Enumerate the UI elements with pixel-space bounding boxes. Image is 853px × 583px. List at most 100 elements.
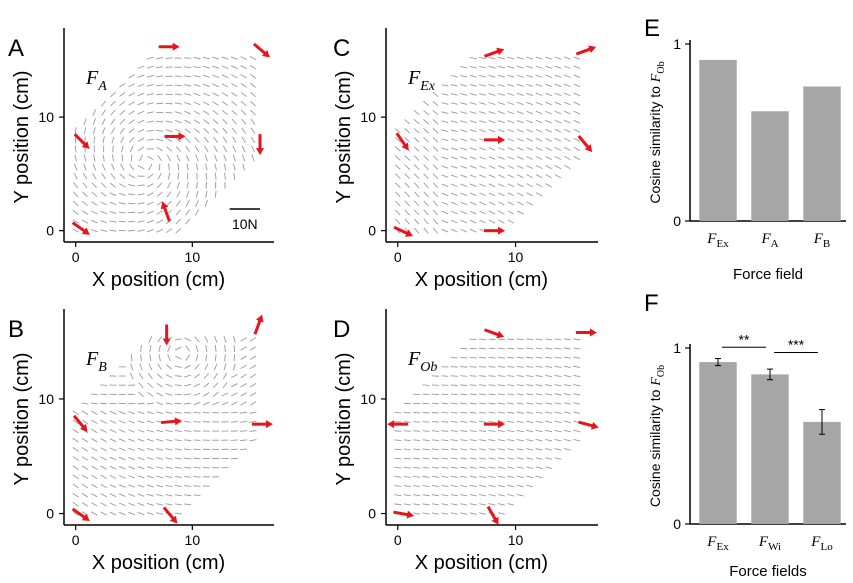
gray-arrow bbox=[165, 228, 173, 234]
gray-arrow bbox=[214, 344, 217, 353]
gray-arrow bbox=[156, 138, 164, 142]
gray-arrow bbox=[250, 127, 256, 134]
gray-arrow bbox=[156, 66, 164, 69]
red-arrow bbox=[162, 506, 178, 524]
gray-arrow bbox=[554, 429, 562, 433]
x-tick-label-main: F bbox=[758, 534, 769, 550]
gray-arrow bbox=[497, 402, 505, 405]
gray-arrow bbox=[488, 347, 496, 350]
gray-arrow bbox=[479, 402, 487, 405]
gray-arrow bbox=[526, 183, 534, 188]
gray-arrow bbox=[535, 475, 543, 479]
gray-arrow bbox=[497, 338, 505, 341]
gray-arrow bbox=[193, 448, 201, 451]
gray-arrow bbox=[545, 92, 552, 97]
gray-arrow bbox=[450, 156, 458, 160]
gray-arrow bbox=[460, 439, 468, 442]
gray-arrow bbox=[186, 190, 190, 198]
y-axis-title: Y position (cm) bbox=[333, 352, 355, 485]
x-tick-label-sub: B bbox=[823, 238, 830, 250]
gray-arrow bbox=[212, 83, 220, 88]
gray-arrow bbox=[507, 457, 515, 460]
gray-arrow bbox=[479, 84, 487, 87]
gray-arrow bbox=[469, 165, 477, 169]
red-arrow-head bbox=[162, 338, 171, 346]
gray-arrow bbox=[516, 210, 524, 215]
gray-arrow bbox=[193, 421, 201, 423]
gray-arrow bbox=[138, 382, 144, 389]
gray-arrow bbox=[497, 411, 505, 414]
gray-arrow bbox=[128, 466, 136, 470]
gray-arrow bbox=[110, 91, 116, 98]
gray-arrow bbox=[423, 155, 429, 161]
red-arrow bbox=[252, 420, 273, 429]
gray-arrow bbox=[146, 438, 154, 442]
gray-arrow bbox=[184, 402, 192, 405]
gray-arrow bbox=[249, 355, 257, 360]
gray-arrow bbox=[554, 393, 562, 396]
gray-arrow bbox=[147, 183, 154, 188]
gray-arrow bbox=[469, 228, 477, 233]
gray-arrow bbox=[432, 137, 439, 143]
red-arrow bbox=[162, 324, 171, 346]
gray-arrow bbox=[431, 411, 439, 414]
gray-arrow bbox=[81, 447, 89, 452]
gray-arrow bbox=[251, 145, 255, 153]
gray-arrow bbox=[214, 172, 217, 180]
red-arrow-head bbox=[588, 45, 597, 54]
gray-arrow bbox=[137, 493, 145, 497]
x-axis-title: X position (cm) bbox=[415, 269, 548, 291]
gray-arrow bbox=[488, 65, 496, 69]
red-arrow-head bbox=[498, 226, 505, 235]
gray-arrow bbox=[241, 127, 247, 134]
gray-arrow bbox=[72, 474, 79, 480]
gray-arrow bbox=[460, 475, 468, 478]
gray-arrow bbox=[526, 65, 534, 69]
gray-arrow bbox=[413, 457, 421, 460]
gray-arrow bbox=[460, 102, 468, 105]
gray-arrow bbox=[497, 375, 505, 377]
gray-arrow bbox=[128, 447, 136, 452]
gray-arrow bbox=[497, 366, 505, 368]
gray-arrow bbox=[72, 437, 79, 443]
gray-arrow bbox=[128, 74, 136, 79]
gray-arrow bbox=[231, 374, 238, 379]
gray-arrow bbox=[109, 410, 117, 415]
gray-arrow bbox=[111, 136, 115, 144]
gray-arrow bbox=[165, 484, 173, 488]
gray-arrow bbox=[109, 484, 117, 488]
gray-arrow bbox=[147, 382, 154, 388]
gray-arrow bbox=[498, 147, 505, 151]
gray-arrow bbox=[460, 84, 468, 87]
gray-arrow bbox=[526, 201, 533, 206]
y-axis-title-main: F bbox=[649, 73, 664, 83]
quiver-panel-d: D 0 0 10 10 X position (cm) Y position (cm) FOb bbox=[333, 309, 599, 574]
gray-arrow bbox=[573, 74, 581, 78]
gray-arrow bbox=[193, 466, 201, 469]
gray-arrow bbox=[403, 494, 411, 497]
gray-arrow bbox=[450, 411, 458, 414]
gray-arrow bbox=[128, 174, 135, 179]
gray-arrow bbox=[110, 173, 116, 180]
x-tick-label: FEx bbox=[706, 534, 729, 553]
gray-arrow bbox=[394, 457, 402, 460]
gray-arrow bbox=[203, 119, 210, 125]
gray-arrow bbox=[535, 183, 543, 188]
gray-arrow bbox=[554, 128, 562, 133]
gray-arrow bbox=[119, 127, 125, 134]
gray-arrow bbox=[422, 503, 430, 506]
gray-arrow bbox=[140, 344, 142, 353]
bar bbox=[699, 59, 737, 222]
gray-arrow bbox=[413, 439, 421, 442]
red-arrow-head bbox=[160, 201, 169, 210]
gray-arrow bbox=[146, 420, 154, 424]
gray-arrow bbox=[460, 402, 468, 405]
gray-arrow bbox=[469, 66, 477, 69]
red-arrow bbox=[575, 328, 597, 337]
red-arrow bbox=[160, 201, 171, 222]
gray-arrow bbox=[193, 411, 201, 414]
gray-arrow bbox=[156, 438, 164, 442]
gray-arrow bbox=[488, 375, 496, 377]
gray-arrow bbox=[118, 447, 126, 452]
